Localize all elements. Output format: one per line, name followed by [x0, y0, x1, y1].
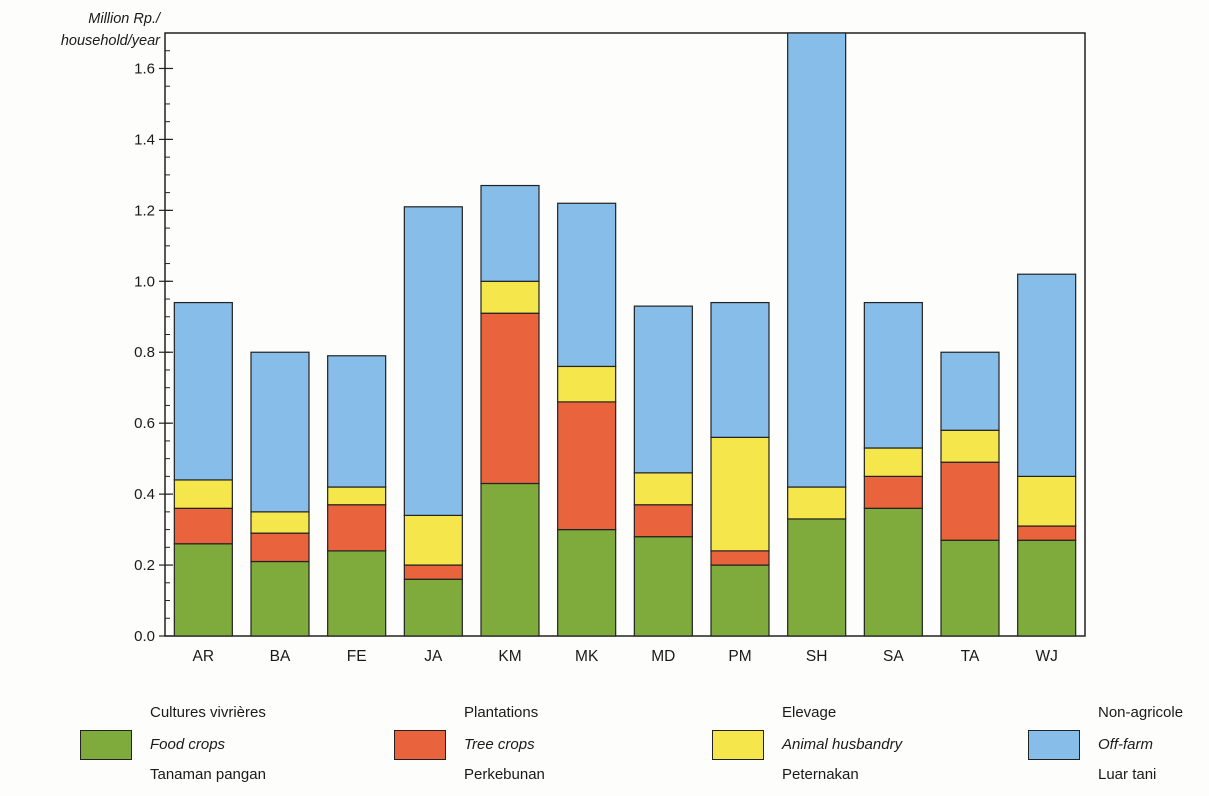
y-tick-label: 0.4 — [134, 486, 155, 503]
legend-swatch-off-farm — [1028, 730, 1080, 760]
bar-segment-animal-ta — [940, 429, 1000, 463]
bar-segment-food-km — [480, 482, 540, 637]
bar-segment-food-ba — [250, 560, 310, 637]
bar-segment-tree-md — [633, 504, 693, 538]
bar-segment-food-ta — [940, 539, 1000, 637]
x-tick-label-fe: FE — [347, 648, 367, 665]
x-tick-label-md: MD — [651, 648, 675, 665]
y-tick-label: 1.0 — [134, 273, 155, 290]
bar-segment-food-sh — [787, 518, 847, 637]
bar-segment-animal-fe — [327, 486, 387, 506]
x-tick-label-mk: MK — [575, 648, 599, 665]
legend-label-fr: Plantations — [464, 704, 539, 721]
bar-segment-offfarm-ta — [940, 351, 1000, 431]
y-tick-label: 0.2 — [134, 557, 155, 574]
legend-label-fr: Cultures vivrières — [150, 704, 266, 721]
x-tick-label-ar: AR — [193, 648, 215, 665]
bar-segment-offfarm-mk — [557, 202, 617, 368]
legend-label-en: Off-farm — [1098, 736, 1153, 753]
legend-label-en: Food crops — [150, 736, 226, 753]
bar-segment-food-ar — [173, 543, 233, 637]
legend-label-id: Luar tani — [1098, 766, 1157, 783]
bar-segment-food-mk — [557, 528, 617, 637]
bar-segment-tree-ja — [403, 564, 463, 580]
bar-segment-tree-wj — [1017, 525, 1077, 541]
legend-swatch-tree-crops — [394, 730, 446, 760]
y-tick-label: 0.8 — [134, 344, 155, 361]
bar-segment-food-wj — [1017, 539, 1077, 637]
bar-segment-offfarm-ba — [250, 351, 310, 513]
bar-segment-tree-sa — [863, 475, 923, 509]
bar-segment-animal-sa — [863, 447, 923, 477]
bar-segment-tree-fe — [327, 504, 387, 552]
x-tick-label-ta: TA — [961, 648, 980, 665]
legend-swatch-food-crops — [80, 730, 132, 760]
bar-segment-offfarm-km — [480, 184, 540, 282]
bar-segment-animal-ar — [173, 479, 233, 509]
y-tick-label: 1.2 — [134, 202, 155, 219]
bar-segment-animal-mk — [557, 365, 617, 403]
bar-segment-food-pm — [710, 564, 770, 637]
bar-segment-food-ja — [403, 578, 463, 637]
bar-segment-food-fe — [327, 550, 387, 637]
y-axis-title-line-1: Million Rp./ — [88, 11, 160, 27]
bar-segment-food-md — [633, 536, 693, 637]
y-tick-label: 0.0 — [134, 628, 155, 645]
bar-segment-tree-km — [480, 312, 540, 485]
bar-segment-animal-pm — [710, 436, 770, 552]
bar-segment-animal-wj — [1017, 475, 1077, 527]
bar-segment-tree-ar — [173, 507, 233, 545]
bar-segment-tree-ta — [940, 461, 1000, 541]
bar-segment-animal-km — [480, 280, 540, 314]
bar-segment-tree-pm — [710, 550, 770, 566]
bar-segment-tree-mk — [557, 401, 617, 531]
bar-segment-animal-ba — [250, 511, 310, 534]
legend-label-fr: Elevage — [782, 704, 837, 721]
x-tick-label-pm: PM — [728, 648, 751, 665]
legend-label-id: Peternakan — [782, 766, 859, 783]
y-tick-label: 0.6 — [134, 415, 155, 432]
bar-segment-offfarm-wj — [1017, 273, 1077, 477]
x-tick-label-sa: SA — [883, 648, 904, 665]
bar-segment-offfarm-sh — [787, 32, 847, 488]
legend: Cultures vivrières Food crops Tanaman pa… — [0, 700, 1209, 796]
x-tick-label-km: KM — [498, 648, 521, 665]
bar-segment-food-sa — [863, 507, 923, 637]
y-tick-label: 1.4 — [134, 131, 155, 148]
bar-segment-animal-sh — [787, 486, 847, 520]
bar-segment-animal-md — [633, 472, 693, 506]
bar-segment-offfarm-md — [633, 305, 693, 474]
bar-segment-offfarm-ar — [173, 301, 233, 481]
y-axis-title: Million Rp./ household/year — [10, 8, 160, 52]
bar-segment-animal-ja — [403, 514, 463, 566]
x-tick-label-wj: WJ — [1035, 648, 1057, 665]
x-tick-label-sh: SH — [806, 648, 828, 665]
legend-label-id: Tanaman pangan — [150, 766, 266, 783]
legend-label-id: Perkebunan — [464, 766, 545, 783]
stacked-bar-chart: 0.0 0.2 0.4 0.6 0.8 1.0 1.2 1.4 1.6 AR BA FE JA KM MK M… — [134, 32, 1086, 665]
legend-label-fr: Non-agricole — [1098, 704, 1184, 721]
legend-label-en: Tree crops — [464, 736, 535, 753]
bar-segment-tree-ba — [250, 532, 310, 563]
bar-segment-offfarm-ja — [403, 206, 463, 516]
x-tick-label-ja: JA — [424, 648, 443, 665]
bar-segment-offfarm-pm — [710, 301, 770, 438]
y-axis-title-line-2: household/year — [60, 33, 160, 49]
y-tick-label: 1.6 — [134, 60, 155, 77]
x-tick-label-ba: BA — [270, 648, 291, 665]
legend-label-en: Animal husbandry — [782, 736, 903, 753]
bar-segment-offfarm-sa — [863, 301, 923, 449]
legend-swatch-animal-husbandry — [712, 730, 764, 760]
bar-segment-offfarm-fe — [327, 355, 387, 488]
